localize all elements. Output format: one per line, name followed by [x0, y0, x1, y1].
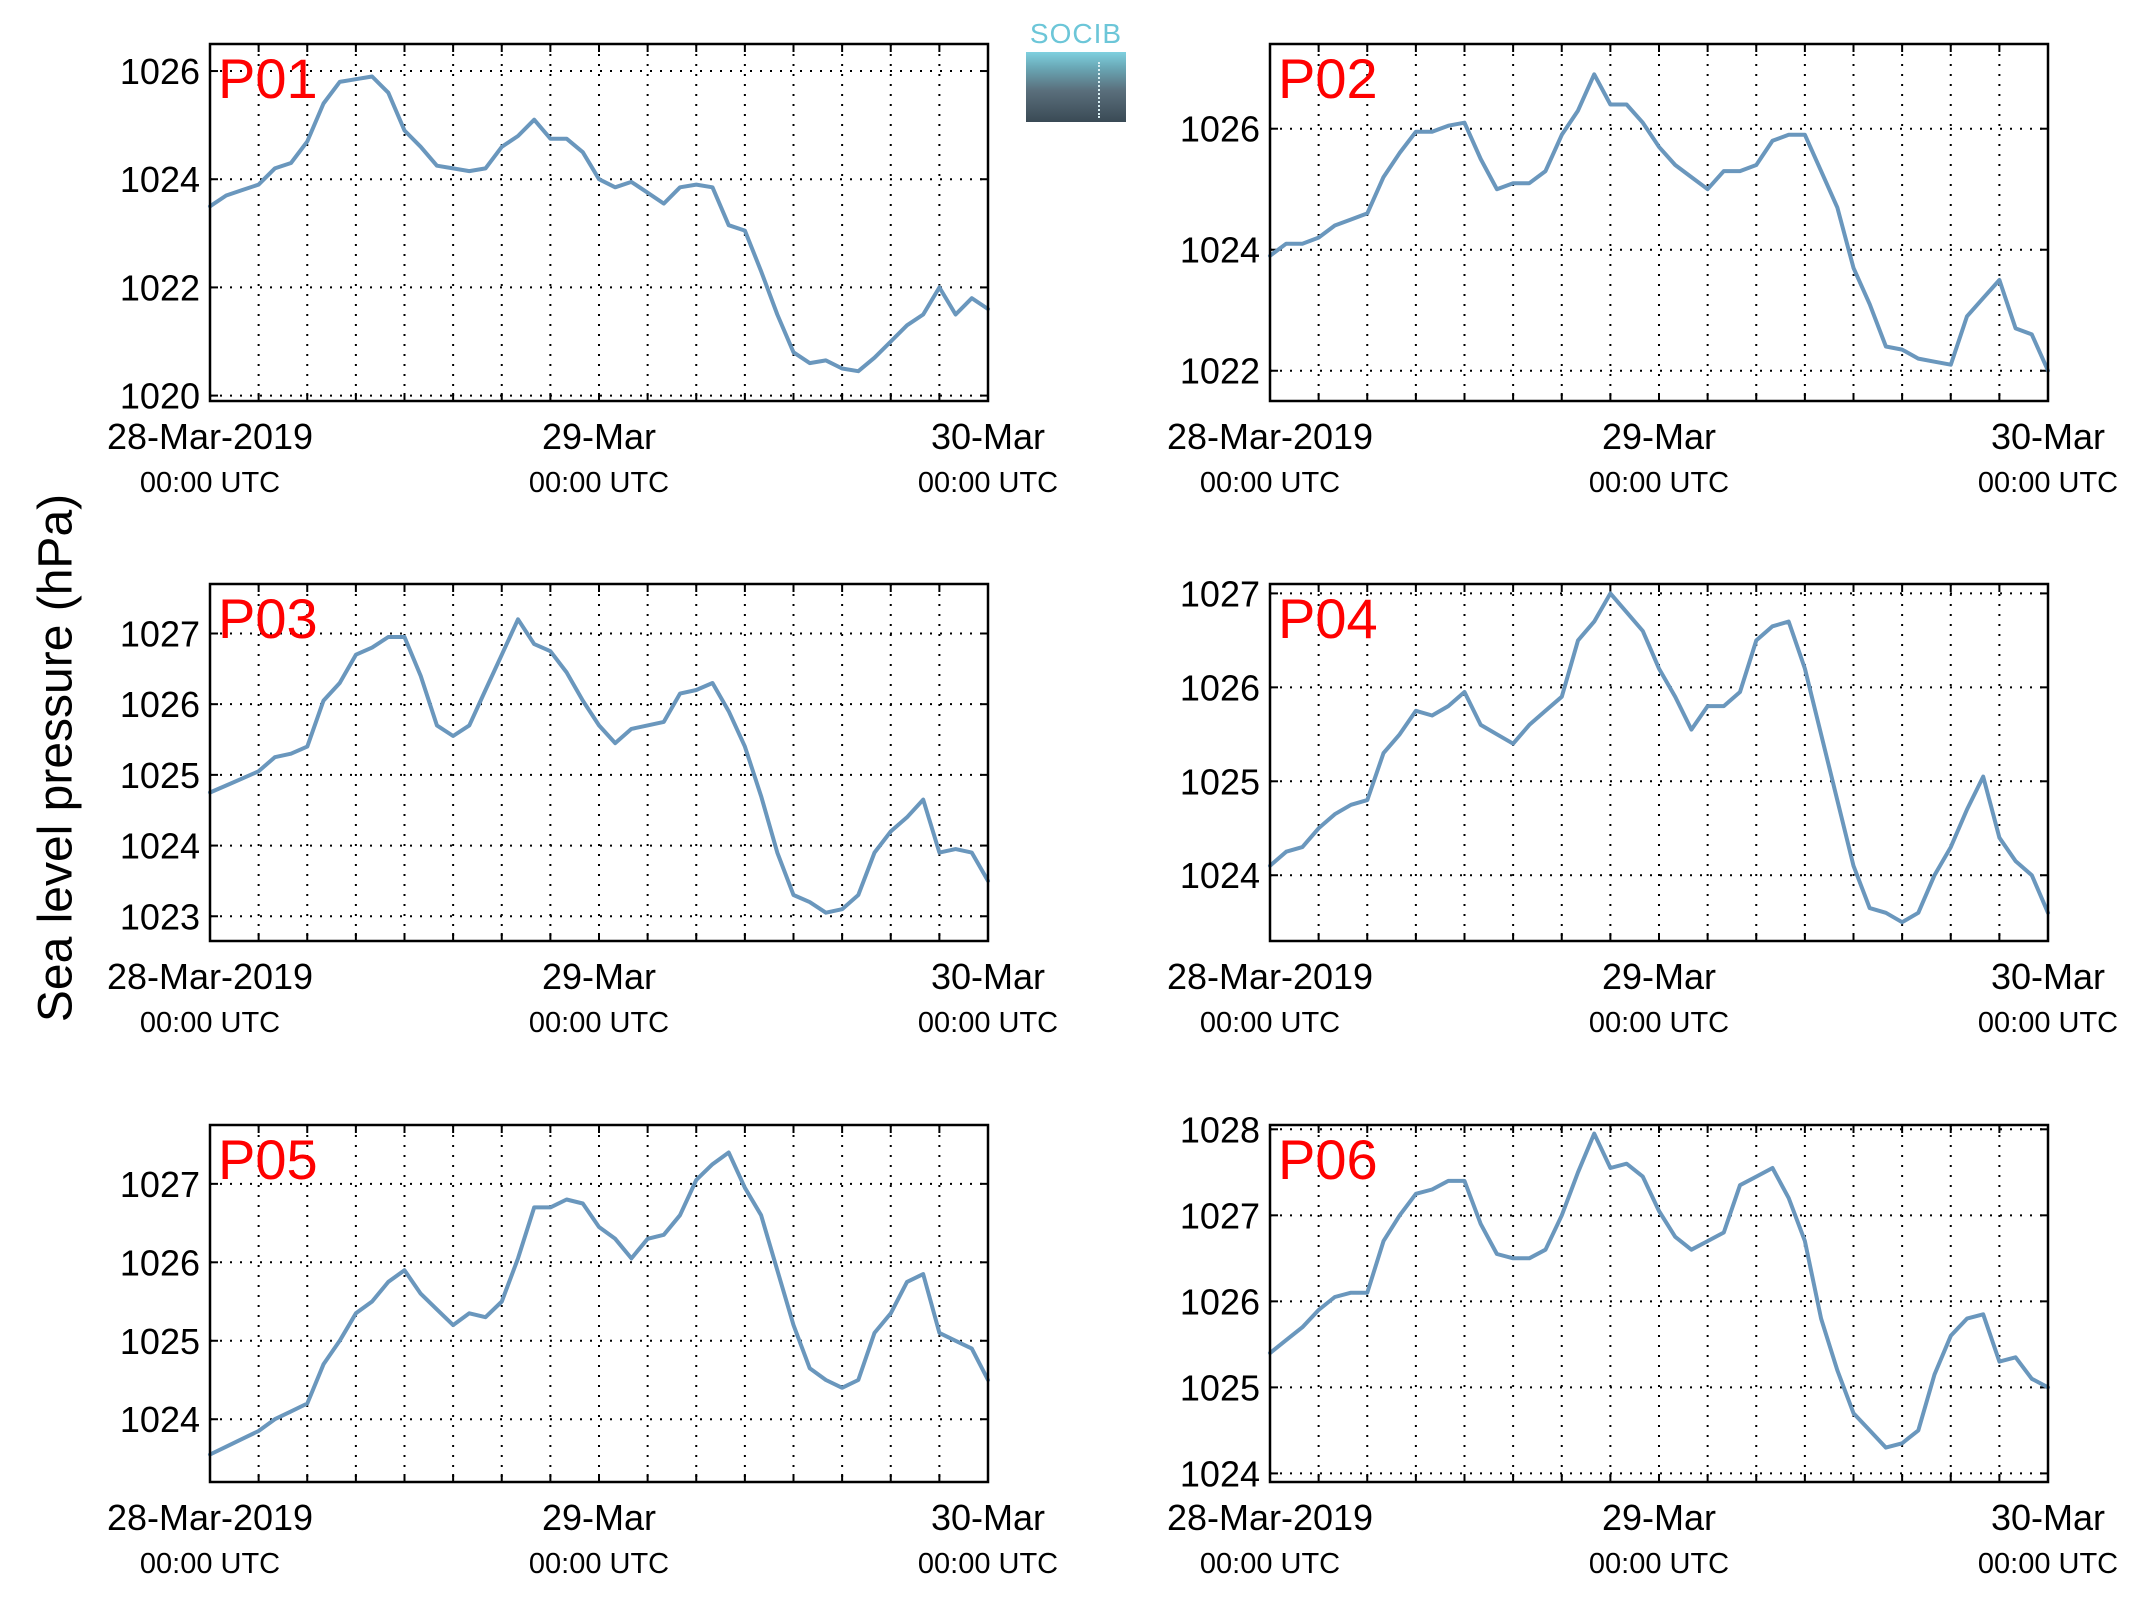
panel-p05-ytick-label: 1024 [120, 1399, 200, 1440]
panel-p02-ytick-label: 1026 [1180, 109, 1260, 150]
panel-p01-pressure-line [208, 74, 990, 374]
panel-p05-axes-frame [208, 1123, 990, 1484]
panel-p06-ytick-label: 1026 [1180, 1281, 1260, 1322]
panel-p01-ytick-label: 1024 [120, 159, 200, 200]
panel-p05-xtick-label: 29-Mar [542, 1497, 656, 1538]
logo-text: SOCIB [1029, 18, 1123, 49]
panel-p04-ytick-label: 1026 [1180, 667, 1260, 708]
panel-p06-title: P06 [1278, 1128, 1378, 1191]
panel-p03-title: P03 [218, 587, 318, 650]
panel-p04-xtick-label: 29-Mar [1602, 956, 1716, 997]
panel-p04-ytick-label: 1027 [1180, 573, 1260, 614]
panel-p05-xtick-label: 30-Mar [931, 1497, 1045, 1538]
panel-p05-ytick-label: 1027 [120, 1164, 200, 1205]
panel-p02-xtick-sublabel: 00:00 UTC [1200, 467, 1340, 499]
panel-p02-xtick-sublabel: 00:00 UTC [1978, 467, 2118, 499]
panel-p03-ytick-label: 1027 [120, 613, 200, 654]
panel-p06-pressure-line [1268, 1131, 2050, 1450]
panel-p06-xtick-label: 29-Mar [1602, 1497, 1716, 1538]
panel-p01-xtick-label: 30-Mar [931, 416, 1045, 457]
panel-p06-xtick-sublabel: 00:00 UTC [1978, 1548, 2118, 1580]
panel-p01-axes-frame [208, 42, 990, 403]
panel-p02-xtick-label: 28-Mar-2019 [1167, 416, 1373, 457]
panel-p01-xtick-label: 29-Mar [542, 416, 656, 457]
socib-logo: SOCIB [1026, 18, 1126, 122]
panel-p03-ytick-label: 1024 [120, 826, 200, 867]
panel-p03-xtick-sublabel: 00:00 UTC [918, 1007, 1058, 1039]
panel-p05-xtick-sublabel: 00:00 UTC [529, 1548, 669, 1580]
panel-p04-axes-frame [1268, 582, 2050, 943]
panel-p06-ytick-label: 1027 [1180, 1195, 1260, 1236]
panel-p03-ytick-label: 1023 [120, 896, 200, 937]
panel-p06-xtick-sublabel: 00:00 UTC [1200, 1548, 1340, 1580]
y-axis-label: Sea level pressure (hPa) [29, 493, 83, 1023]
panel-p05-xtick-label: 28-Mar-2019 [107, 1497, 313, 1538]
panel-p01-ytick-label: 1026 [120, 51, 200, 92]
panel-p02-title: P02 [1278, 47, 1378, 110]
panel-p04-title: P04 [1278, 587, 1378, 650]
panel-p02-xtick-label: 29-Mar [1602, 416, 1716, 457]
panel-p02-pressure-line [1268, 72, 2050, 373]
panel-p03-xtick-label: 28-Mar-2019 [107, 956, 313, 997]
panel-p02-xtick-label: 30-Mar [1991, 416, 2105, 457]
panel-p01-xtick-sublabel: 00:00 UTC [140, 467, 280, 499]
panel-p04-ytick-label: 1024 [1180, 855, 1260, 896]
panel-p04-xtick-sublabel: 00:00 UTC [1978, 1007, 2118, 1039]
panel-p05-pressure-line [208, 1150, 990, 1457]
panel-p03-xtick-label: 30-Mar [931, 956, 1045, 997]
panel-p01-xtick-sublabel: 00:00 UTC [918, 467, 1058, 499]
panel-p02-ytick-label: 1022 [1180, 351, 1260, 392]
panel-p02-ytick-label: 1024 [1180, 230, 1260, 271]
panel-p03-xtick-sublabel: 00:00 UTC [140, 1007, 280, 1039]
panel-p04-xtick-sublabel: 00:00 UTC [1200, 1007, 1340, 1039]
panel-p04-xtick-sublabel: 00:00 UTC [1589, 1007, 1729, 1039]
panel-p03-xtick-label: 29-Mar [542, 956, 656, 997]
panel-p03-ytick-label: 1026 [120, 684, 200, 725]
panel-p05-title: P05 [218, 1128, 318, 1191]
logo-mast-icon [1098, 62, 1100, 118]
panel-p01-ytick-label: 1020 [120, 376, 200, 417]
panel-p04-pressure-line [1268, 591, 2050, 925]
panel-p05-xtick-sublabel: 00:00 UTC [918, 1548, 1058, 1580]
logo-emblem [1026, 52, 1126, 122]
panel-p03-pressure-line [208, 617, 990, 915]
panel-p06-xtick-sublabel: 00:00 UTC [1589, 1548, 1729, 1580]
panel-p06-ytick-label: 1028 [1180, 1109, 1260, 1150]
panel-p03-xtick-sublabel: 00:00 UTC [529, 1007, 669, 1039]
panel-p05-ytick-label: 1026 [120, 1242, 200, 1283]
panel-p01-ytick-label: 1022 [120, 267, 200, 308]
panel-p05-ytick-label: 1025 [120, 1321, 200, 1362]
panel-p01-xtick-label: 28-Mar-2019 [107, 416, 313, 457]
panel-p05-xtick-sublabel: 00:00 UTC [140, 1548, 280, 1580]
panel-p06-xtick-label: 28-Mar-2019 [1167, 1497, 1373, 1538]
panel-p03-ytick-label: 1025 [120, 755, 200, 796]
panel-p01-title: P01 [218, 47, 318, 110]
panel-p04-ytick-label: 1025 [1180, 761, 1260, 802]
panel-p06-ytick-label: 1025 [1180, 1367, 1260, 1408]
panel-p02-axes-frame [1268, 42, 2050, 403]
panel-p02-xtick-sublabel: 00:00 UTC [1589, 467, 1729, 499]
panel-p04-xtick-label: 28-Mar-2019 [1167, 956, 1373, 997]
panel-p06-axes-frame [1268, 1123, 2050, 1484]
panel-p06-ytick-label: 1024 [1180, 1453, 1260, 1494]
panel-p03-axes-frame [208, 582, 990, 943]
panel-p01-xtick-sublabel: 00:00 UTC [529, 467, 669, 499]
panel-p04-xtick-label: 30-Mar [1991, 956, 2105, 997]
panel-p06-xtick-label: 30-Mar [1991, 1497, 2105, 1538]
